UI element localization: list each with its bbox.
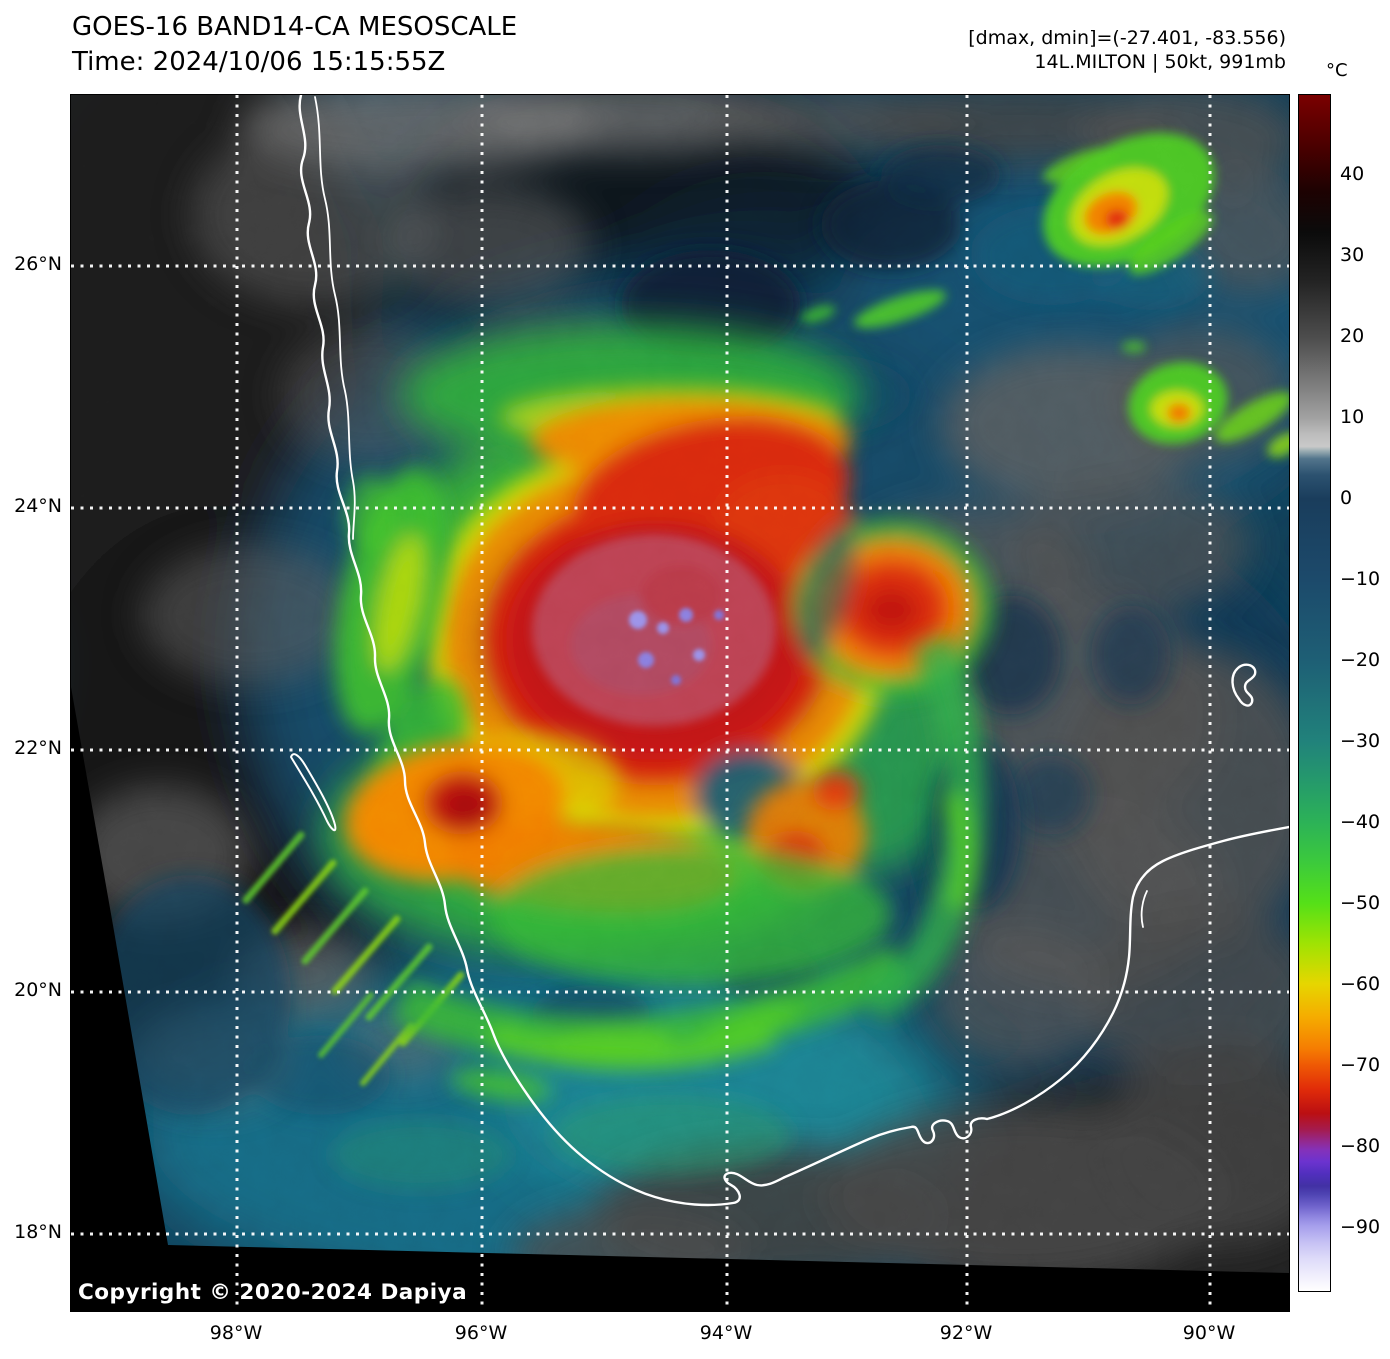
page-title: GOES-16 BAND14-CA MESOSCALE	[72, 12, 518, 42]
copyright-notice: Copyright © 2020-2024 Dapiya	[78, 1280, 468, 1305]
map-area	[70, 94, 1290, 1312]
colorbar-tick-40: 40	[1340, 163, 1365, 185]
satellite-image	[71, 95, 1289, 1311]
colorbar-unit-label: °C	[1326, 60, 1348, 81]
storm-info: 14L.MILTON | 50kt, 991mb	[1034, 51, 1286, 73]
lat-label-18n: 18°N	[14, 1221, 62, 1243]
colorbar-tick-m90: −90	[1340, 1216, 1381, 1238]
satellite-data-region	[71, 95, 1289, 1273]
lon-label-90w: 90°W	[1182, 1322, 1236, 1344]
colorbar-tick-10: 10	[1340, 406, 1365, 428]
colorbar-tick-m80: −80	[1340, 1135, 1381, 1157]
colorbar-tick-m50: −50	[1340, 892, 1381, 914]
colorbar-tick-m40: −40	[1340, 811, 1381, 833]
lon-label-92w: 92°W	[939, 1322, 993, 1344]
meta-block: [dmax, dmin]=(-27.401, -83.556) 14L.MILT…	[968, 26, 1286, 74]
lon-label-96w: 96°W	[454, 1322, 508, 1344]
lat-label-24n: 24°N	[14, 495, 62, 517]
title-block: GOES-16 BAND14-CA MESOSCALE Time: 2024/1…	[72, 10, 517, 80]
graticule	[71, 95, 1289, 1311]
colorbar-tick-30: 30	[1340, 244, 1365, 266]
colorbar-tick-0: 0	[1340, 487, 1353, 509]
colorbar-gradient	[1298, 94, 1331, 1292]
colorbar-tick-m70: −70	[1340, 1054, 1381, 1076]
coastlines	[290, 95, 1289, 1207]
timestamp: Time: 2024/10/06 15:15:55Z	[72, 47, 446, 77]
dmax-dmin-readout: [dmax, dmin]=(-27.401, -83.556)	[968, 27, 1286, 49]
colorbar-tick-m60: −60	[1340, 973, 1381, 995]
lon-label-94w: 94°W	[699, 1322, 753, 1344]
lat-label-22n: 22°N	[14, 737, 62, 759]
lat-label-26n: 26°N	[14, 253, 62, 275]
lon-label-98w: 98°W	[209, 1322, 263, 1344]
lat-label-20n: 20°N	[14, 979, 62, 1001]
colorbar-tick-m30: −30	[1340, 730, 1381, 752]
colorbar-tick-m20: −20	[1340, 649, 1381, 671]
colorbar-tick-20: 20	[1340, 325, 1365, 347]
colorbar-tick-m10: −10	[1340, 568, 1381, 590]
